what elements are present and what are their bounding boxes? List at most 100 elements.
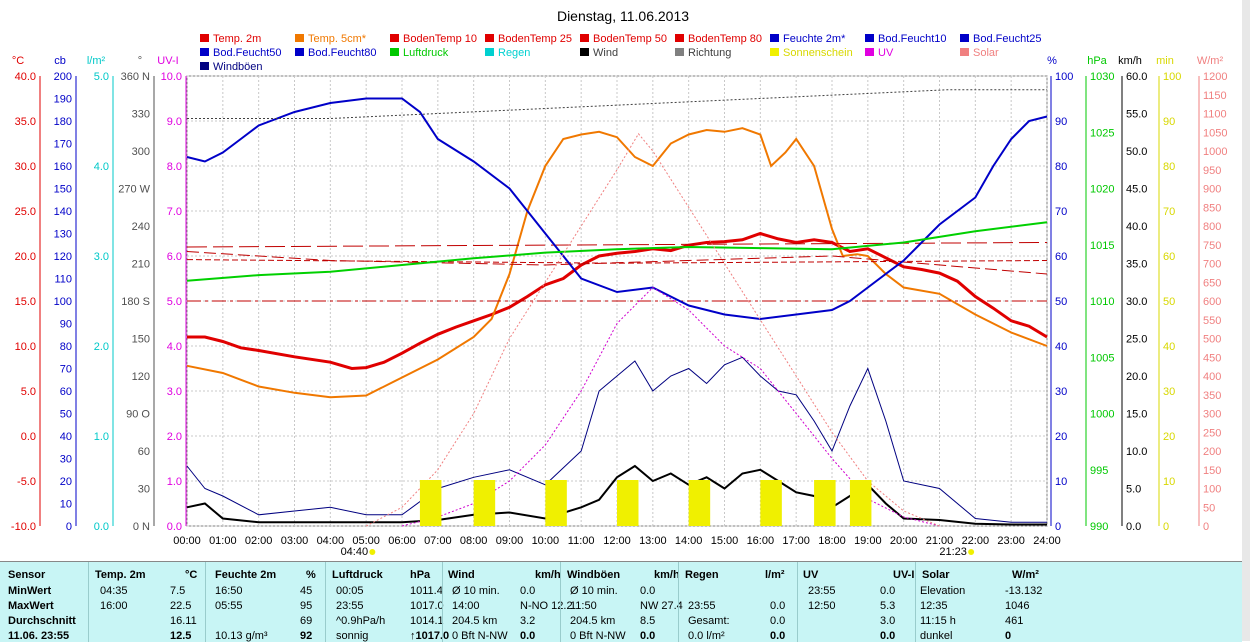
- hum-tick-label: 60: [1055, 251, 1067, 263]
- stats-cell: 1011.4: [410, 585, 443, 597]
- sun-tick-label: 90: [1163, 116, 1175, 128]
- stats-row: 11.06. 23:55 12.5 10.13 g/m³ 92 sonnig ↑1017.…: [0, 629, 1242, 643]
- stats-cell: 12:35: [920, 600, 948, 612]
- solar-tick-label: 150: [1203, 465, 1221, 477]
- stats-cell: 12.5: [170, 630, 192, 642]
- legend-label: Solar: [973, 47, 999, 59]
- axes: 00:00 01:00 02:00 03:00 04:00 05:00 06:00 07:00…: [11, 55, 1228, 558]
- solar-tick-label: 100: [1203, 484, 1221, 496]
- stats-header-cell: Solar: [922, 569, 950, 581]
- stats-cell: 0.0: [770, 615, 786, 627]
- stats-row-label: MaxWert: [8, 600, 54, 612]
- stats-header-cell: Luftdruck: [332, 569, 383, 581]
- cb-tick-label: 190: [54, 94, 72, 106]
- stats-cell: 204.5 km: [570, 615, 616, 627]
- cb-tick-label: 60: [60, 386, 72, 398]
- stats-cell: Elevation: [920, 585, 966, 597]
- legend-label: UV: [878, 47, 894, 59]
- legend-swatch: [390, 34, 399, 42]
- sunset-icon: [968, 549, 975, 555]
- sun-tick-label: 10: [1163, 476, 1175, 488]
- legend-label: Feuchte 2m*: [783, 33, 846, 45]
- hum-tick-label: 50: [1055, 296, 1067, 308]
- stats-cell: 45: [300, 585, 313, 597]
- x-tick-label: 23:00: [997, 535, 1025, 547]
- stats-cell: 22.5: [170, 600, 192, 612]
- vertical-scrollbar[interactable]: [1242, 0, 1250, 641]
- stats-cell: Gesamt:: [688, 615, 730, 627]
- stats-cell: 461: [1005, 615, 1024, 627]
- stats-cell: 95: [300, 600, 313, 612]
- stats-cell: 0.0: [880, 630, 896, 642]
- stats-cell: 16.11: [170, 615, 197, 627]
- stats-header-cell: Feuchte 2m: [215, 569, 277, 581]
- wind-tick-label: 30.0: [1126, 296, 1147, 308]
- stats-header-cell: Temp. 2m: [95, 569, 146, 581]
- series-feuchte-2m: [186, 97, 1048, 321]
- stats-header-row: Sensor Temp. 2m °C Feuchte 2m% Luftdruck hPa W…: [0, 568, 1242, 582]
- wind-axis-unit: km/h: [1118, 55, 1142, 67]
- x-tick-label: 14:00: [675, 535, 703, 547]
- legend-swatch: [485, 34, 494, 42]
- stats-cell: sonnig: [336, 630, 369, 642]
- stats-cell: 0.0: [520, 630, 536, 642]
- temp-tick-label: 35.0: [15, 116, 36, 128]
- x-tick-label: 04:00: [317, 535, 345, 547]
- stats-cell: 23:55: [688, 600, 716, 612]
- stats-cell: 0.0: [770, 600, 786, 612]
- wind-tick-label: 15.0: [1126, 409, 1147, 421]
- stats-header-cell: Windböen: [567, 569, 621, 581]
- solar-tick-label: 250: [1203, 427, 1221, 439]
- hum-axis-unit: %: [1047, 55, 1057, 67]
- temp-axis-unit: °C: [12, 55, 24, 67]
- sun-tick-label: 100: [1163, 71, 1181, 83]
- dir-tick-label: 270 W: [118, 184, 150, 196]
- stats-cell: 0.0: [770, 630, 786, 642]
- dir-tick-label: 330: [132, 109, 150, 121]
- solar-tick-label: 1150: [1203, 90, 1227, 102]
- cb-tick-label: 0: [66, 521, 72, 533]
- press-tick-label: 990: [1090, 521, 1108, 533]
- rain-tick-label: 3.0: [94, 251, 109, 263]
- legend-swatch: [675, 48, 684, 56]
- stats-cell: 8.5: [640, 615, 656, 627]
- chart-title: Dienstag, 11.06.2013: [557, 8, 689, 24]
- wind-tick-label: 20.0: [1126, 371, 1147, 383]
- hum-tick-label: 10: [1055, 476, 1067, 488]
- x-tick-label: 20:00: [890, 535, 918, 547]
- stats-header-cell: l/m²: [765, 569, 785, 581]
- wind-tick-label: 0.0: [1126, 521, 1141, 533]
- x-tick-label: 18:00: [818, 535, 846, 547]
- legend-swatch: [295, 34, 304, 42]
- cb-tick-label: 50: [60, 409, 72, 421]
- solar-tick-label: 900: [1203, 184, 1221, 196]
- x-tick-label: 11:00: [568, 535, 595, 547]
- stats-cell: 04:35: [100, 585, 128, 597]
- stats-cell: 0.0: [520, 585, 536, 597]
- press-tick-label: 1010: [1090, 296, 1114, 308]
- press-tick-label: 1005: [1090, 352, 1114, 364]
- hum-tick-label: 30: [1055, 386, 1067, 398]
- sun-tick-label: 0: [1163, 521, 1169, 533]
- stats-header-cell: W/m²: [1012, 569, 1039, 581]
- hum-tick-label: 100: [1055, 71, 1073, 83]
- press-tick-label: 1030: [1090, 71, 1114, 83]
- sunset-label: 21:23: [939, 546, 967, 558]
- legend-label: BodenTemp 50: [593, 33, 667, 45]
- stats-cell: 3.0: [880, 615, 896, 627]
- solar-tick-label: 700: [1203, 259, 1221, 271]
- series-temp-5cm: [186, 127, 1048, 399]
- x-tick-label: 06:00: [388, 535, 416, 547]
- stats-cell: 11:15 h: [920, 615, 956, 627]
- stats-row: Durchschnitt 16.11 69 ^0.9hPa/h 1014.1 204.5 …: [0, 614, 1242, 628]
- sunshine-bar: [760, 480, 782, 526]
- legend: Temp. 2m Temp. 5cm* BodenTemp 10 BodenTemp …: [200, 33, 1042, 73]
- cb-tick-label: 10: [60, 499, 72, 511]
- legend-label: Windböen: [213, 61, 263, 73]
- legend-swatch: [200, 62, 209, 70]
- legend-swatch: [390, 48, 399, 56]
- hum-tick-label: 80: [1055, 161, 1067, 173]
- stats-cell: 11:50: [570, 600, 597, 612]
- stats-header-cell: hPa: [410, 569, 431, 581]
- dir-axis-unit: °: [138, 55, 142, 67]
